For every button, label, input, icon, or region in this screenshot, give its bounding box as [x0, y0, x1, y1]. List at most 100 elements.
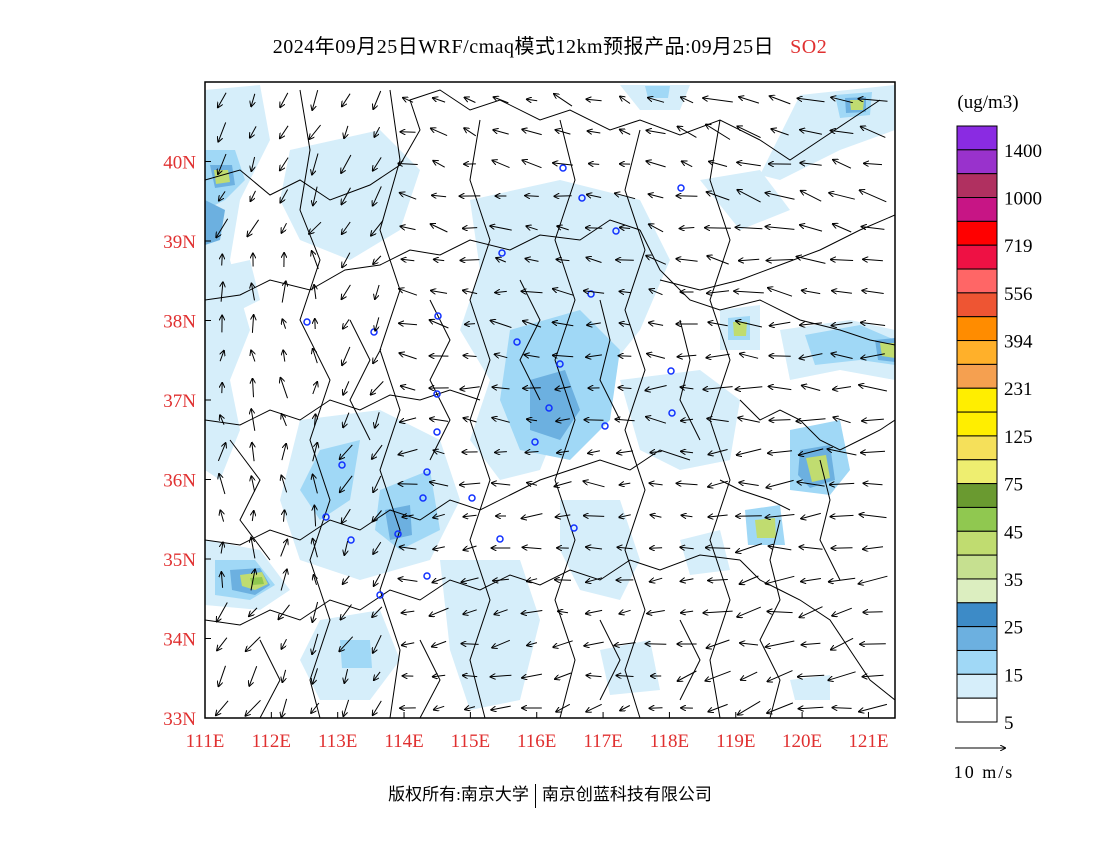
wind-arrow	[433, 98, 446, 103]
wind-arrow	[800, 163, 822, 165]
wind-arrow	[802, 643, 821, 645]
wind-arrow	[434, 450, 445, 453]
wind-arrow	[708, 515, 728, 517]
wind-arrow	[584, 516, 605, 517]
wind-arrow	[832, 323, 853, 326]
wind-arrow	[343, 381, 350, 394]
wind-arrow	[462, 577, 479, 582]
wind-arrow	[313, 539, 318, 558]
wind-arrow	[217, 637, 228, 651]
wind-arrow	[798, 675, 825, 677]
wind-arrow	[619, 515, 631, 518]
wind-arrow	[523, 547, 542, 548]
wind-arrow	[464, 128, 477, 137]
wind-arrow	[492, 639, 510, 647]
wind-arrow	[703, 98, 733, 103]
legend-swatch	[956, 220, 998, 246]
wind-arrow	[281, 444, 286, 461]
wind-arrow	[342, 284, 351, 299]
lat-label: 37N	[163, 391, 196, 412]
wind-arrow	[217, 443, 225, 462]
wind-arrow	[741, 671, 758, 680]
wind-arrow	[463, 515, 477, 517]
wind-arrow	[800, 225, 823, 232]
wind-arrow	[282, 669, 285, 682]
wind-arrow	[682, 515, 693, 516]
wind-arrow	[861, 353, 885, 359]
wind-arrow	[766, 640, 795, 647]
wind-arrow	[494, 609, 508, 615]
legend-swatch	[956, 387, 998, 413]
lon-label: 121E	[848, 731, 888, 752]
wind-arrow	[800, 130, 822, 135]
wind-arrow	[769, 356, 791, 357]
wind-arrow	[526, 226, 538, 230]
wind-arrow	[311, 702, 320, 713]
wind-arrow	[373, 255, 382, 264]
legend-swatch	[956, 316, 998, 342]
wind-arrow	[647, 354, 666, 359]
wind-arrow	[527, 643, 538, 646]
lat-label: 33N	[163, 709, 196, 730]
wind-arrow	[221, 282, 223, 302]
wind-arrow	[216, 700, 229, 715]
wind-arrow	[432, 195, 447, 196]
wind-arrow	[433, 675, 446, 676]
wind-arrow	[619, 356, 632, 357]
wind-arrow	[706, 353, 730, 357]
wind-arrow	[463, 675, 478, 676]
wind-arrow	[281, 378, 288, 399]
wind-arrow	[861, 323, 886, 326]
wind-arrow	[249, 607, 258, 616]
legend-swatch	[956, 483, 998, 508]
wind-arrow	[314, 506, 315, 527]
wind-arrow	[682, 161, 693, 168]
wind-arrow	[647, 130, 666, 133]
wind-arrow	[247, 219, 260, 236]
wind-arrow	[246, 699, 261, 715]
wind-arrow	[801, 191, 822, 202]
wind-arrow	[707, 639, 730, 648]
wind-arrow	[556, 703, 571, 711]
wind-arrow	[400, 417, 417, 422]
legend-label: 5	[1004, 713, 1014, 734]
wind-arrow	[217, 602, 228, 622]
wind-arrow	[555, 672, 572, 679]
legend-swatch	[956, 268, 998, 294]
wind-arrow	[280, 570, 287, 591]
wind-arrow	[373, 510, 382, 522]
wind-arrow	[400, 547, 417, 549]
wind-arrow	[522, 291, 543, 293]
wind-arrow	[800, 547, 823, 549]
wind-arrow	[342, 508, 351, 523]
wind-arrow	[584, 481, 605, 488]
wind-arrow	[430, 320, 449, 329]
wind-arrow	[766, 227, 795, 230]
wind-arrow	[863, 612, 883, 613]
wind-arrow	[218, 122, 227, 141]
wind-arrow	[708, 449, 728, 455]
wind-arrow	[250, 126, 257, 137]
legend-swatch	[956, 649, 998, 675]
wind-arrow	[342, 252, 351, 268]
wind-arrow	[766, 515, 795, 518]
wind-arrow	[252, 284, 255, 301]
wind-arrow	[832, 291, 852, 294]
wind-arrow	[738, 418, 760, 423]
wind-arrow	[281, 281, 286, 303]
wind-arrow	[431, 128, 448, 137]
wind-arrow	[739, 97, 760, 104]
wind-arrow	[740, 643, 759, 645]
legend-label: 125	[1004, 427, 1033, 448]
wind-arrow	[282, 319, 285, 329]
wind-arrow	[312, 153, 319, 175]
wind-vectors	[216, 89, 888, 717]
wind-arrow	[313, 186, 318, 206]
wind-arrow	[251, 409, 256, 431]
wind-arrow	[862, 227, 885, 230]
wind-arrow	[399, 448, 418, 454]
wind-arrow	[492, 483, 511, 485]
wind-arrow	[740, 575, 759, 584]
wind-arrow	[372, 606, 383, 617]
